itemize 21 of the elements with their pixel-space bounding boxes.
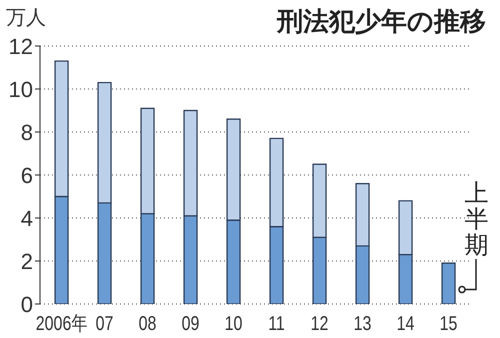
y-axis-title: 万人 [6,6,46,31]
x-tick-label: 08 [138,312,156,334]
x-tick-label: 11 [268,312,285,334]
x-tick-label: 15 [440,312,458,334]
y-tick-label: 4 [20,206,33,231]
x-tick-label: 10 [224,312,242,334]
x-tick-label: 2006年 [36,312,88,334]
y-tick-label: 8 [20,120,33,145]
y-tick-label: 2 [20,248,33,274]
x-tick-label: 09 [182,312,200,334]
y-tick-label: 6 [20,162,33,188]
y-tick-label: 0 [20,292,33,317]
x-tick-label: 07 [96,312,114,334]
bar [441,262,456,304]
y-tick-label: 10 [8,76,33,102]
y-tick-label: 12 [8,34,33,59]
x-tick-label: 12 [310,312,328,334]
x-tick-label: 14 [396,312,414,334]
chart-title: 刑法犯少年の推移 [277,5,486,38]
annotation: 上半期 [464,180,488,260]
x-tick-label: 13 [354,312,372,334]
